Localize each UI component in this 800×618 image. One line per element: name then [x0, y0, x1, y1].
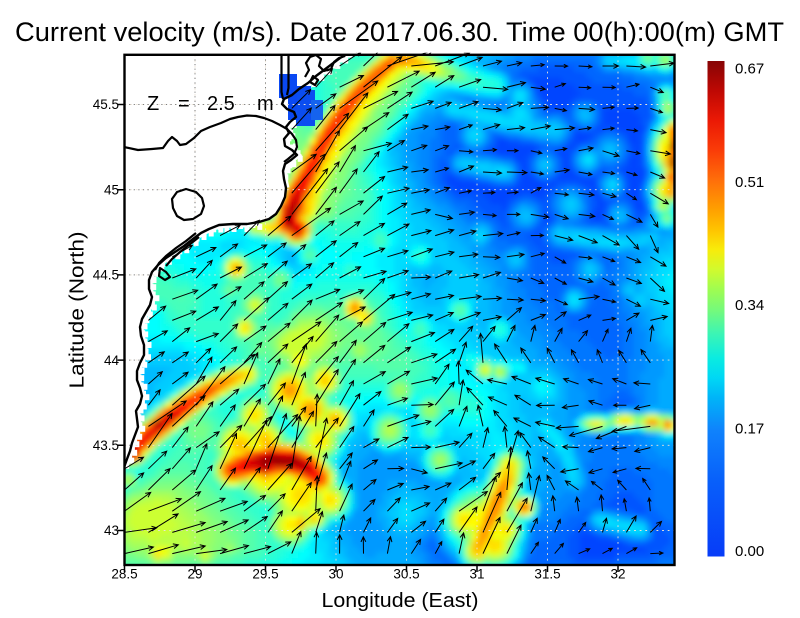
svg-text:Latitude (North): Latitude (North) [67, 232, 89, 389]
svg-text:0.67: 0.67 [735, 61, 764, 78]
svg-text:=: = [178, 93, 190, 115]
svg-text:29: 29 [187, 567, 202, 582]
svg-text:43: 43 [104, 523, 119, 538]
svg-text:m: m [257, 93, 274, 115]
svg-text:45.5: 45.5 [93, 97, 119, 112]
svg-text:30: 30 [328, 567, 343, 582]
svg-text:28.5: 28.5 [111, 567, 137, 582]
svg-text:43.5: 43.5 [93, 438, 119, 453]
svg-text:2.5: 2.5 [207, 93, 235, 115]
svg-text:31: 31 [469, 567, 484, 582]
svg-text:0.34: 0.34 [735, 297, 764, 314]
svg-text:44.5: 44.5 [93, 268, 119, 283]
svg-text:Z: Z [147, 93, 159, 115]
svg-text:45: 45 [104, 182, 119, 197]
svg-text:0.17: 0.17 [735, 421, 764, 438]
svg-text:Current velocity (m/s). Date 2: Current velocity (m/s). Date 2017.06.30.… [15, 17, 784, 47]
svg-text:29.5: 29.5 [252, 567, 278, 582]
svg-text:30.5: 30.5 [393, 567, 419, 582]
svg-text:0.51: 0.51 [735, 174, 764, 191]
svg-text:31.5: 31.5 [534, 567, 560, 582]
svg-text:0.00: 0.00 [735, 543, 764, 560]
svg-text:Longitude (East): Longitude (East) [322, 590, 479, 612]
svg-text:44: 44 [104, 353, 120, 368]
svg-text:32: 32 [610, 567, 625, 582]
